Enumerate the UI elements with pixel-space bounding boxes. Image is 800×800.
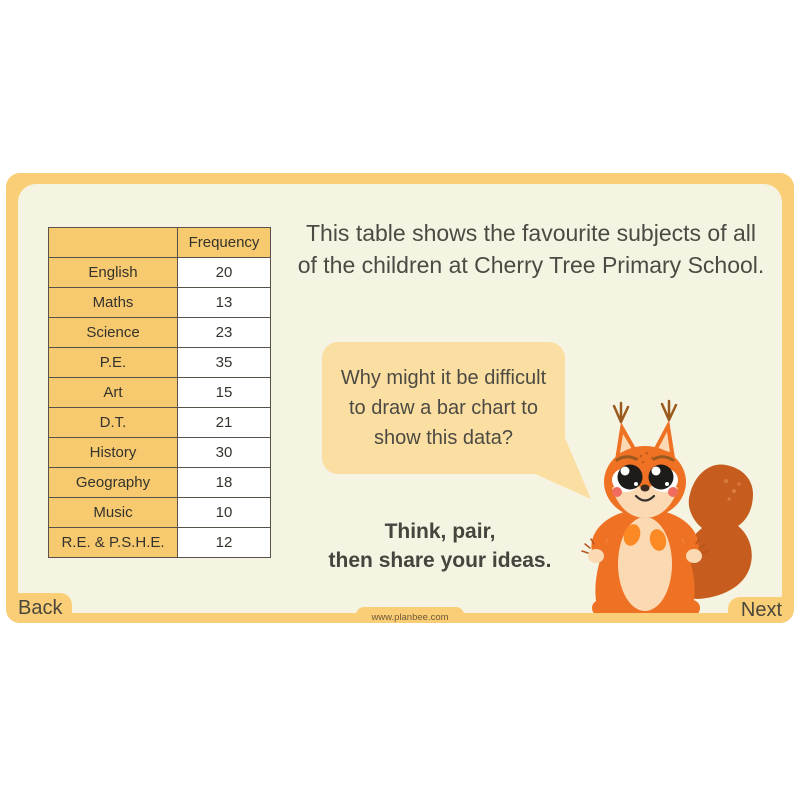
- squirrel-cheek-right: [668, 487, 678, 497]
- subject-cell: Maths: [48, 287, 178, 318]
- intro-text: This table shows the favourite subjects …: [297, 220, 765, 278]
- table-row: D.T. 21: [48, 407, 271, 438]
- subject-cell: D.T.: [48, 407, 178, 438]
- subject-cell: History: [48, 437, 178, 468]
- frequency-table: Frequency English 20 Maths 13 Science 23 P.E. 3…: [48, 227, 271, 558]
- frequency-table-body: English 20 Maths 13 Science 23 P.E. 35 Art 15 D.T.…: [48, 257, 271, 558]
- squirrel-cheek-left: [612, 487, 622, 497]
- frequency-cell: 12: [177, 527, 271, 558]
- squirrel-tail: [681, 464, 753, 599]
- squirrel-smile: [634, 494, 656, 502]
- think-pair-line: Think, pair,: [384, 520, 496, 543]
- table-row: Geography 18: [48, 467, 271, 498]
- squirrel-illustration: [581, 399, 753, 616]
- slide: Frequency English 20 Maths 13 Science 23 P.E. 3…: [6, 173, 794, 623]
- speech-bubble-text: Why might it be difficult to draw a bar …: [340, 367, 547, 449]
- table-row: History 30: [48, 437, 271, 468]
- back-button[interactable]: Back: [6, 593, 72, 623]
- table-row: English 20: [48, 257, 271, 288]
- frequency-cell: 18: [177, 467, 271, 498]
- table-row: Science 23: [48, 317, 271, 348]
- subject-cell: English: [48, 257, 178, 288]
- frequency-cell: 35: [177, 347, 271, 378]
- frequency-cell: 23: [177, 317, 271, 348]
- frequency-cell: 10: [177, 497, 271, 528]
- subject-cell: Science: [48, 317, 178, 348]
- table-row: Maths 13: [48, 287, 271, 318]
- squirrel-eye-left: [617, 464, 643, 490]
- subject-cell: Geography: [48, 467, 178, 498]
- table-row: Music 10: [48, 497, 271, 528]
- frequency-cell: 13: [177, 287, 271, 318]
- subject-cell: R.E. & P.S.H.E.: [48, 527, 178, 558]
- frequency-cell: 21: [177, 407, 271, 438]
- squirrel-eye-right: [648, 464, 674, 490]
- frequency-cell: 20: [177, 257, 271, 288]
- next-button[interactable]: Next: [728, 597, 794, 623]
- subject-cell: P.E.: [48, 347, 178, 378]
- table-row: P.E. 35: [48, 347, 271, 378]
- frequency-cell: 15: [177, 377, 271, 408]
- think-pair-share-text: Think, pair, then share your ideas.: [280, 517, 600, 575]
- table-row: Art 15: [48, 377, 271, 408]
- speech-bubble: Why might it be difficult to draw a bar …: [322, 342, 565, 474]
- squirrel-nose: [640, 484, 650, 492]
- table-row: R.E. & P.S.H.E. 12: [48, 527, 271, 558]
- subject-cell: Music: [48, 497, 178, 528]
- frequency-header-cell: Frequency: [177, 227, 271, 258]
- share-ideas-line: then share your ideas.: [328, 549, 552, 572]
- table-header-row: Frequency: [48, 227, 271, 258]
- subject-cell: Art: [48, 377, 178, 408]
- speech-bubble-tail: [535, 438, 591, 499]
- website-label: www.planbee.com: [356, 607, 464, 623]
- corner-cell: [48, 227, 178, 258]
- frequency-cell: 30: [177, 437, 271, 468]
